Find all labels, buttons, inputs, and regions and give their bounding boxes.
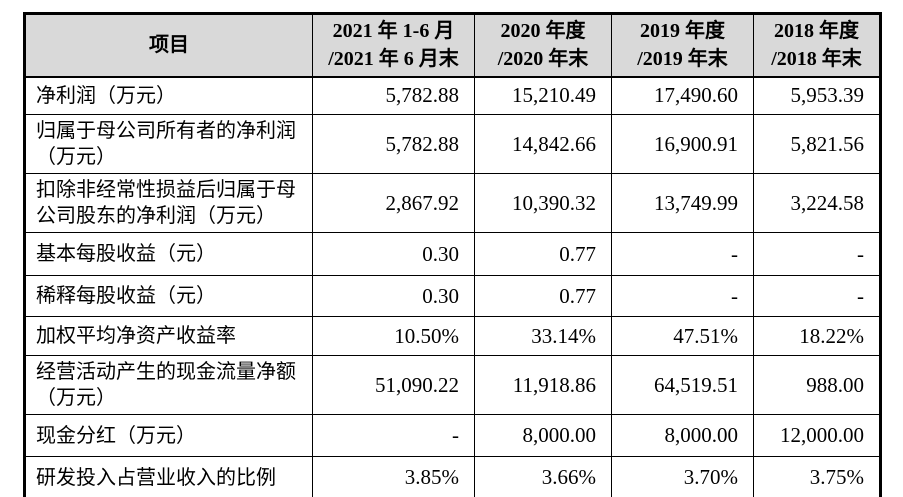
row-value: 5,782.88 xyxy=(312,114,475,174)
header-period-2020-cell: 2020 年度 /2020 年末 xyxy=(474,13,612,78)
row-value: 11,918.86 xyxy=(474,355,612,415)
header-period-line: 2020 年度 xyxy=(500,20,586,43)
row-value: - xyxy=(753,275,881,317)
table-row-deducted-net-profit: 扣除非经常性损益后归属于母公司股东的净利润（万元） 2,867.92 10,39… xyxy=(24,173,881,233)
row-label: 研发投入占营业收入的比例 xyxy=(24,456,313,497)
header-period-line: /2020 年末 xyxy=(497,48,589,71)
header-period-2018-cell: 2018 年度 /2018 年末 xyxy=(753,13,881,78)
row-label: 基本每股收益（元） xyxy=(24,232,313,276)
header-item-label: 项目 xyxy=(149,34,189,57)
row-value: 5,821.56 xyxy=(753,114,881,174)
table-row-parent-net-profit: 归属于母公司所有者的净利润（万元） 5,782.88 14,842.66 16,… xyxy=(24,114,881,174)
row-value: 10,390.32 xyxy=(474,173,612,233)
row-value: 12,000.00 xyxy=(753,414,881,457)
row-value: 64,519.51 xyxy=(611,355,754,415)
row-value: 17,490.60 xyxy=(611,76,754,115)
table-row-diluted-eps: 稀释每股收益（元） 0.30 0.77 - - xyxy=(24,275,881,317)
row-value: 0.77 xyxy=(474,232,612,276)
table-row-operating-cash-flow: 经营活动产生的现金流量净额（万元） 51,090.22 11,918.86 64… xyxy=(24,355,881,415)
row-value: 15,210.49 xyxy=(474,76,612,115)
row-value: 3.70% xyxy=(611,456,754,497)
row-value: 14,842.66 xyxy=(474,114,612,174)
row-value: 0.30 xyxy=(312,275,475,317)
row-value: 13,749.99 xyxy=(611,173,754,233)
row-value: - xyxy=(753,232,881,276)
row-value: 3.66% xyxy=(474,456,612,497)
row-value: 5,953.39 xyxy=(753,76,881,115)
header-period-line: /2018 年末 xyxy=(771,48,862,71)
row-label: 归属于母公司所有者的净利润（万元） xyxy=(24,114,313,174)
row-value: 47.51% xyxy=(611,316,754,356)
row-value: 10.50% xyxy=(312,316,475,356)
table-row-basic-eps: 基本每股收益（元） 0.30 0.77 - - xyxy=(24,232,881,276)
header-period-line: 2019 年度 xyxy=(640,20,725,43)
table-row-cash-dividend: 现金分红（万元） - 8,000.00 8,000.00 12,000.00 xyxy=(24,414,881,457)
row-value: 18.22% xyxy=(753,316,881,356)
row-value: - xyxy=(312,414,475,457)
row-label: 经营活动产生的现金流量净额（万元） xyxy=(24,355,313,415)
table-header-row: 项目 2021 年 1-6 月 /2021 年 6 月末 2020 年度 /20… xyxy=(24,13,881,78)
row-value: 8,000.00 xyxy=(474,414,612,457)
row-value: 988.00 xyxy=(753,355,881,415)
table-row-weighted-roe: 加权平均净资产收益率 10.50% 33.14% 47.51% 18.22% xyxy=(24,316,881,356)
row-value: 3.75% xyxy=(753,456,881,497)
header-period-line: /2019 年末 xyxy=(637,48,728,71)
row-label: 稀释每股收益（元） xyxy=(24,275,313,317)
row-label: 现金分红（万元） xyxy=(24,414,313,457)
row-label: 加权平均净资产收益率 xyxy=(24,316,313,356)
header-period-line: 2018 年度 xyxy=(774,20,859,43)
row-label: 扣除非经常性损益后归属于母公司股东的净利润（万元） xyxy=(24,173,313,233)
row-value: 8,000.00 xyxy=(611,414,754,457)
table-row-net-profit: 净利润（万元） 5,782.88 15,210.49 17,490.60 5,9… xyxy=(24,76,881,115)
row-value: - xyxy=(611,275,754,317)
header-period-line: /2021 年 6 月末 xyxy=(328,48,459,71)
header-item-cell: 项目 xyxy=(24,13,313,78)
row-value: 33.14% xyxy=(474,316,612,356)
row-value: 2,867.92 xyxy=(312,173,475,233)
row-value: 5,782.88 xyxy=(312,76,475,115)
row-value: 0.30 xyxy=(312,232,475,276)
row-value: 3.85% xyxy=(312,456,475,497)
row-label: 净利润（万元） xyxy=(24,76,313,115)
row-value: 51,090.22 xyxy=(312,355,475,415)
row-value: 0.77 xyxy=(474,275,612,317)
row-value: - xyxy=(611,232,754,276)
financial-summary-table: 项目 2021 年 1-6 月 /2021 年 6 月末 2020 年度 /20… xyxy=(23,12,882,497)
header-period-line: 2021 年 1-6 月 xyxy=(332,20,455,43)
row-value: 3,224.58 xyxy=(753,173,881,233)
header-period-2021-cell: 2021 年 1-6 月 /2021 年 6 月末 xyxy=(312,13,475,78)
header-period-2019-cell: 2019 年度 /2019 年末 xyxy=(611,13,754,78)
row-value: 16,900.91 xyxy=(611,114,754,174)
table-row-rd-ratio: 研发投入占营业收入的比例 3.85% 3.66% 3.70% 3.75% xyxy=(24,456,881,497)
